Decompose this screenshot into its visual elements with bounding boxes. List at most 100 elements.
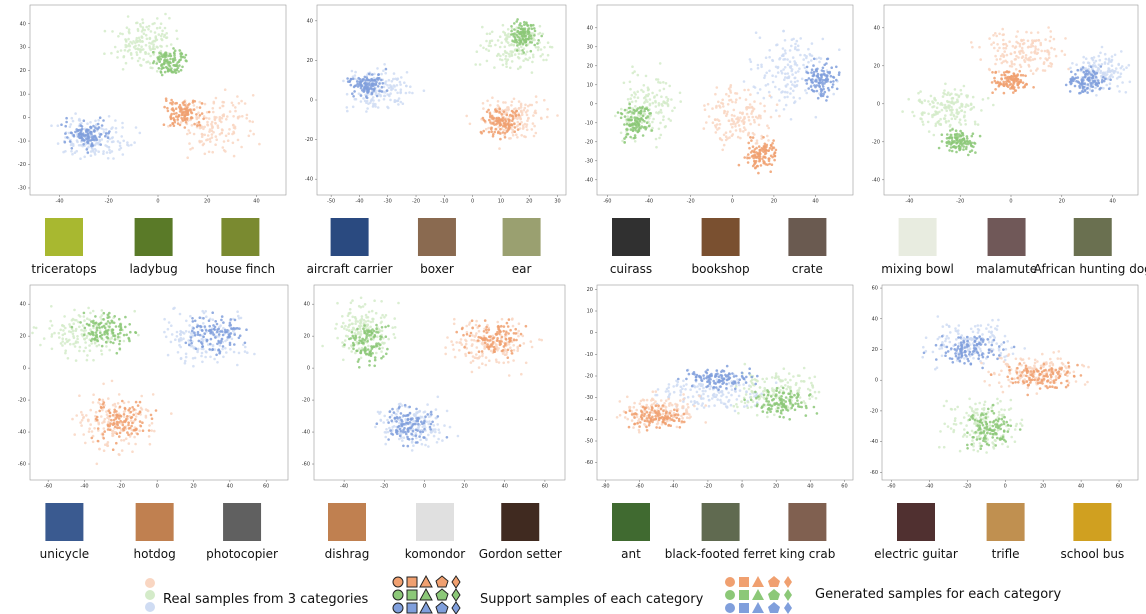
sample-dot (756, 66, 760, 70)
sample-dot (138, 429, 141, 433)
sample-dot (507, 122, 510, 125)
sample-dot (360, 315, 364, 318)
sample-dot (115, 351, 119, 355)
sample-dot (151, 22, 154, 26)
sample-dot (118, 347, 122, 351)
sample-dot (793, 63, 797, 66)
sample-dot (216, 328, 219, 332)
sample-dot (812, 73, 816, 76)
sample-dot (1026, 46, 1030, 49)
sample-dot (350, 330, 354, 334)
sample-dot (640, 125, 644, 128)
sample-dot (380, 90, 384, 93)
sample-dot (940, 108, 944, 112)
x-tick-label: 40 (227, 484, 233, 490)
sample-dot (207, 150, 211, 154)
sample-dot (760, 63, 763, 67)
sample-dot (1103, 52, 1107, 56)
sample-dot (136, 47, 139, 50)
sample-dot (722, 143, 726, 147)
sample-dot (207, 110, 211, 114)
sample-dot (399, 88, 403, 91)
sample-dot (367, 344, 370, 348)
sample-dot (1064, 83, 1068, 87)
sample-dot (1008, 40, 1011, 43)
thumbnail (987, 218, 1026, 256)
sample-dot (664, 125, 667, 128)
sample-dot (1017, 86, 1020, 89)
sample-dot (386, 84, 389, 87)
y-tick-label: 0 (310, 98, 313, 104)
sample-dot (138, 400, 142, 404)
sample-dot (140, 45, 143, 48)
sample-dot (375, 422, 379, 426)
sample-dot (406, 435, 409, 439)
sample-dot (170, 112, 173, 116)
sample-dot (739, 136, 742, 140)
y-tick-label: 40 (20, 21, 26, 27)
sample-dot (778, 99, 781, 102)
sample-dot (169, 101, 172, 105)
sample-dot (80, 424, 83, 427)
sample-dot (367, 330, 371, 333)
sample-dot (177, 113, 181, 117)
sample-dot (375, 327, 378, 331)
sample-dot (163, 26, 167, 30)
sample-dot (1047, 53, 1051, 56)
sample-dot (349, 301, 353, 305)
sample-dot (994, 32, 997, 35)
sample-dot (110, 51, 113, 55)
sample-dot (419, 438, 422, 442)
sample-dot (1068, 90, 1072, 93)
sample-dot (533, 27, 536, 30)
sample-dot (238, 334, 242, 338)
sample-dot (764, 162, 767, 166)
sample-dot (1034, 45, 1037, 48)
sample-dot (131, 406, 134, 409)
sample-dot (141, 28, 145, 32)
sample-dot (636, 73, 640, 77)
sample-dot (922, 123, 925, 126)
sample-dot (175, 112, 178, 115)
sample-dot (348, 323, 351, 327)
sample-dot (100, 352, 104, 356)
sample-dot (511, 119, 514, 122)
sample-dot (483, 119, 487, 123)
sample-dot (141, 40, 144, 43)
sample-dot (526, 29, 529, 33)
sample-dot (147, 435, 151, 438)
sample-dot (728, 136, 731, 139)
sample-dot (964, 123, 967, 126)
sample-dot (144, 414, 148, 418)
sample-dot (475, 356, 479, 360)
sample-dot (484, 356, 488, 359)
sample-dot (111, 30, 114, 33)
sample-dot (523, 32, 526, 35)
sample-dot (1023, 60, 1027, 63)
sample-dot (61, 340, 64, 343)
sample-dot (346, 314, 350, 318)
sample-dot (97, 118, 100, 122)
sample-dot (127, 427, 131, 430)
sample-dot (128, 48, 131, 52)
sample-dot (115, 413, 118, 417)
sample-dot (999, 54, 1003, 58)
sample-dot (745, 108, 748, 111)
sample-dot (496, 131, 500, 135)
sample-dot (380, 350, 383, 353)
sample-dot (101, 403, 105, 406)
sample-dot (224, 346, 227, 350)
sample-dot (197, 339, 201, 343)
sample-dot (626, 98, 630, 101)
sample-dot (478, 355, 481, 359)
sample-dot (70, 116, 74, 120)
sample-dot (420, 442, 424, 446)
sample-dot (371, 328, 374, 331)
sample-dot (1094, 81, 1098, 85)
sample-dot (198, 126, 202, 130)
sample-dot (493, 350, 497, 354)
sample-dot (133, 141, 136, 144)
sample-dot (1093, 64, 1097, 67)
sample-dot (619, 112, 623, 115)
sample-dot (445, 409, 449, 413)
